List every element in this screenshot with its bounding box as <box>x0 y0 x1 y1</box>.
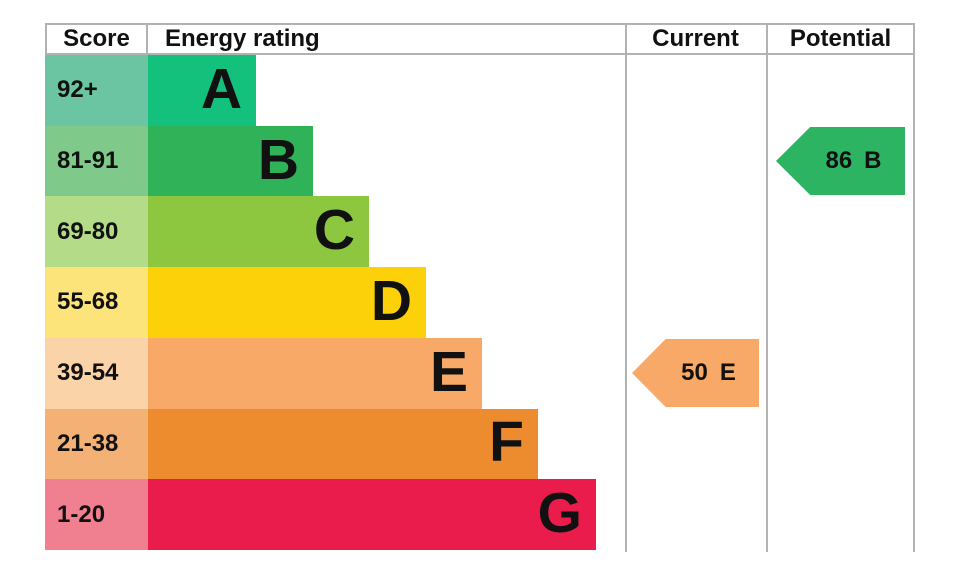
potential-rating-letter: B <box>864 147 882 174</box>
current-rating-value: 50 <box>681 359 708 386</box>
rating-bar-a: A <box>148 55 256 126</box>
score-range-label: 1-20 <box>57 500 106 528</box>
band-row-f: 21-38 F <box>45 408 625 480</box>
score-range-label: 21-38 <box>57 429 119 457</box>
score-cell-e: 39-54 <box>45 337 148 409</box>
score-range-label: 81-91 <box>57 147 119 175</box>
divider-current-potential <box>766 23 768 552</box>
score-cell-f: 21-38 <box>45 408 148 480</box>
divider-rating-current <box>625 23 627 552</box>
score-range-label: 55-68 <box>57 288 119 316</box>
band-letter-c: C <box>313 198 355 263</box>
rating-bar-b: B <box>148 125 313 197</box>
header-score: Score <box>45 25 148 53</box>
score-cell-c: 69-80 <box>45 196 148 268</box>
current-rating-arrow: 50 E <box>632 339 759 407</box>
band-letter-f: F <box>489 410 524 475</box>
chart-header: Score Energy rating Current Potential <box>45 23 915 55</box>
rating-bands: 92+ A 81-91 B 69-80 C 55-68 <box>45 55 625 550</box>
header-energy-rating: Energy rating <box>165 25 320 52</box>
band-letter-b: B <box>257 127 299 192</box>
score-range-label: 39-54 <box>57 359 119 387</box>
score-cell-d: 55-68 <box>45 267 148 338</box>
band-row-c: 69-80 C <box>45 196 625 268</box>
divider-right-edge <box>913 23 915 552</box>
rating-bar-d: D <box>148 267 426 338</box>
header-potential: Potential <box>789 25 892 52</box>
rating-bar-g: G <box>148 479 596 550</box>
score-cell-a: 92+ <box>45 55 148 126</box>
rating-bar-e: E <box>148 337 482 409</box>
band-row-a: 92+ A <box>45 55 625 126</box>
band-letter-d: D <box>370 268 412 333</box>
band-row-g: 1-20 G <box>45 479 625 550</box>
band-letter-e: E <box>429 339 468 404</box>
band-row-e: 39-54 E <box>45 337 625 409</box>
score-cell-b: 81-91 <box>45 125 148 197</box>
potential-rating-value: 86 <box>825 147 853 174</box>
band-letter-g: G <box>537 481 582 546</box>
score-range-label: 92+ <box>57 76 98 104</box>
score-range-label: 69-80 <box>57 217 119 245</box>
rating-bar-f: F <box>148 408 538 480</box>
band-letter-a: A <box>200 56 242 121</box>
band-row-b: 81-91 B <box>45 125 625 197</box>
header-current: Current <box>652 25 739 52</box>
potential-rating-arrow: 86 B <box>776 127 905 195</box>
rating-bar-c: C <box>148 196 369 268</box>
current-rating-letter: E <box>719 359 736 386</box>
band-row-d: 55-68 D <box>45 267 625 338</box>
score-cell-g: 1-20 <box>45 479 148 550</box>
